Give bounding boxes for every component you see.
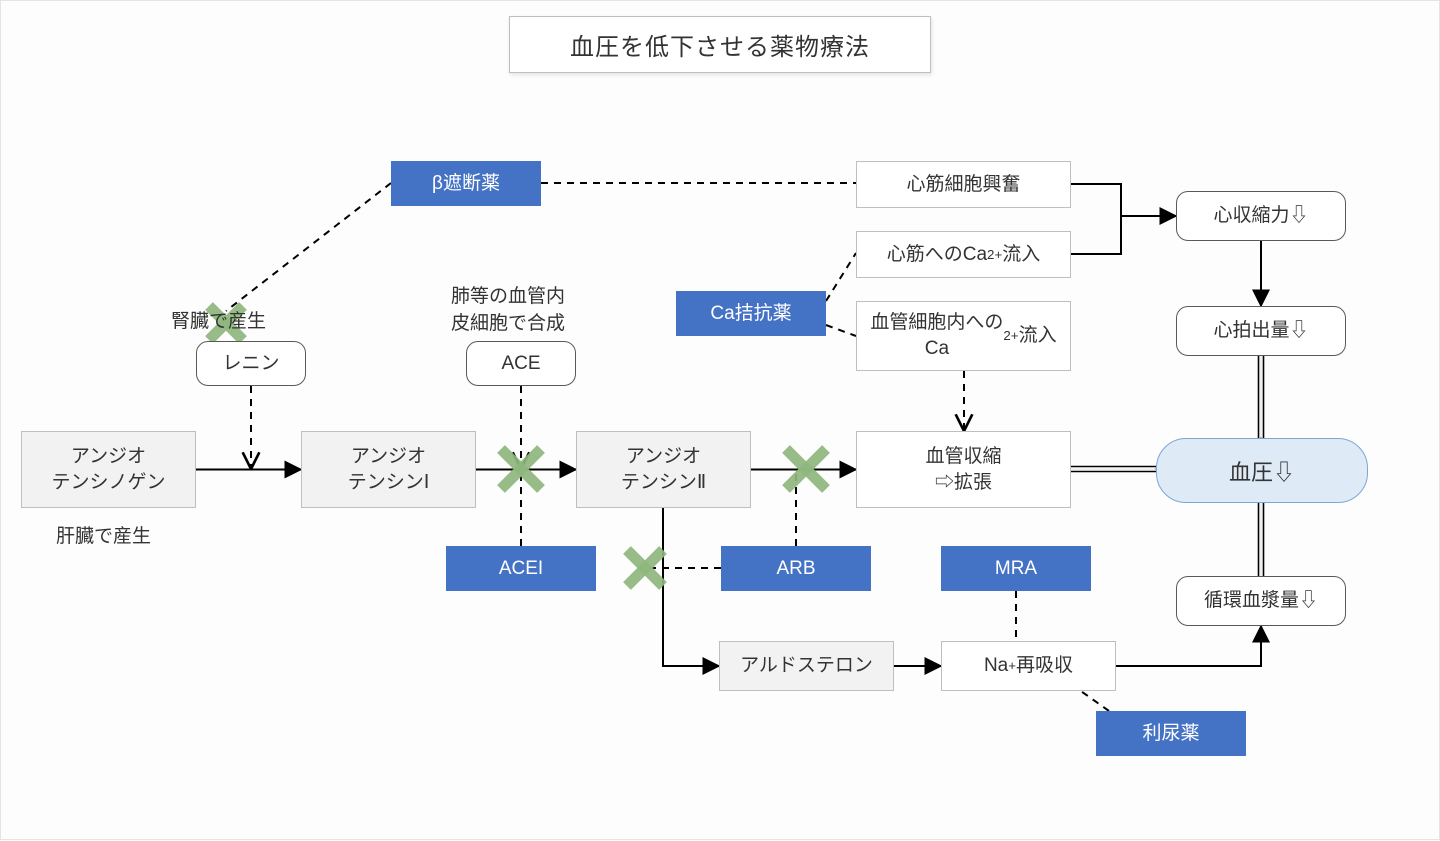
node-na-reabs: Na+再吸収 (941, 641, 1116, 691)
node-renin: レニン (196, 341, 306, 386)
node-angiotensinogen: アンジオ テンシノゲン (21, 431, 196, 508)
diagram-title: 血圧を低下させる薬物療法 (509, 16, 931, 73)
label-liver: 肝臓で産生 (56, 521, 151, 548)
node-contractility: 心収縮力⇩ (1176, 191, 1346, 241)
node-ang1: アンジオ テンシンⅠ (301, 431, 476, 508)
label-ace: 肺等の血管内 皮細胞で合成 (451, 281, 565, 335)
node-myocard-excite: 心筋細胞興奮 (856, 161, 1071, 208)
node-plasma-volume: 循環血漿量⇩ (1176, 576, 1346, 626)
bp-down-node: 血圧⇩ (1156, 438, 1368, 503)
node-diuretic: 利尿薬 (1096, 711, 1246, 756)
node-ca-antag: Ca拮抗薬 (676, 291, 826, 336)
node-acei: ACEI (446, 546, 596, 591)
node-beta: β遮断薬 (391, 161, 541, 206)
node-arb: ARB (721, 546, 871, 591)
node-cardiac-output: 心拍出量⇩ (1176, 306, 1346, 356)
diagram-canvas: 血圧を低下させる薬物療法 血圧⇩ アンジオ テンシノゲン アンジオ テンシンⅠ アン… (0, 0, 1440, 840)
label-renin: 腎臓で産生 (171, 306, 266, 333)
node-vessel-ca: 血管細胞内へのCa2+流入 (856, 301, 1071, 371)
node-ang2: アンジオ テンシンⅡ (576, 431, 751, 508)
bp-down-label: 血圧⇩ (1229, 455, 1295, 487)
node-aldosterone: アルドステロン (719, 641, 894, 691)
node-ace: ACE (466, 341, 576, 386)
node-myocard-ca: 心筋へのCa2+流入 (856, 231, 1071, 278)
node-vasoconstrict: 血管収縮 ⇨拡張 (856, 431, 1071, 508)
node-mra: MRA (941, 546, 1091, 591)
